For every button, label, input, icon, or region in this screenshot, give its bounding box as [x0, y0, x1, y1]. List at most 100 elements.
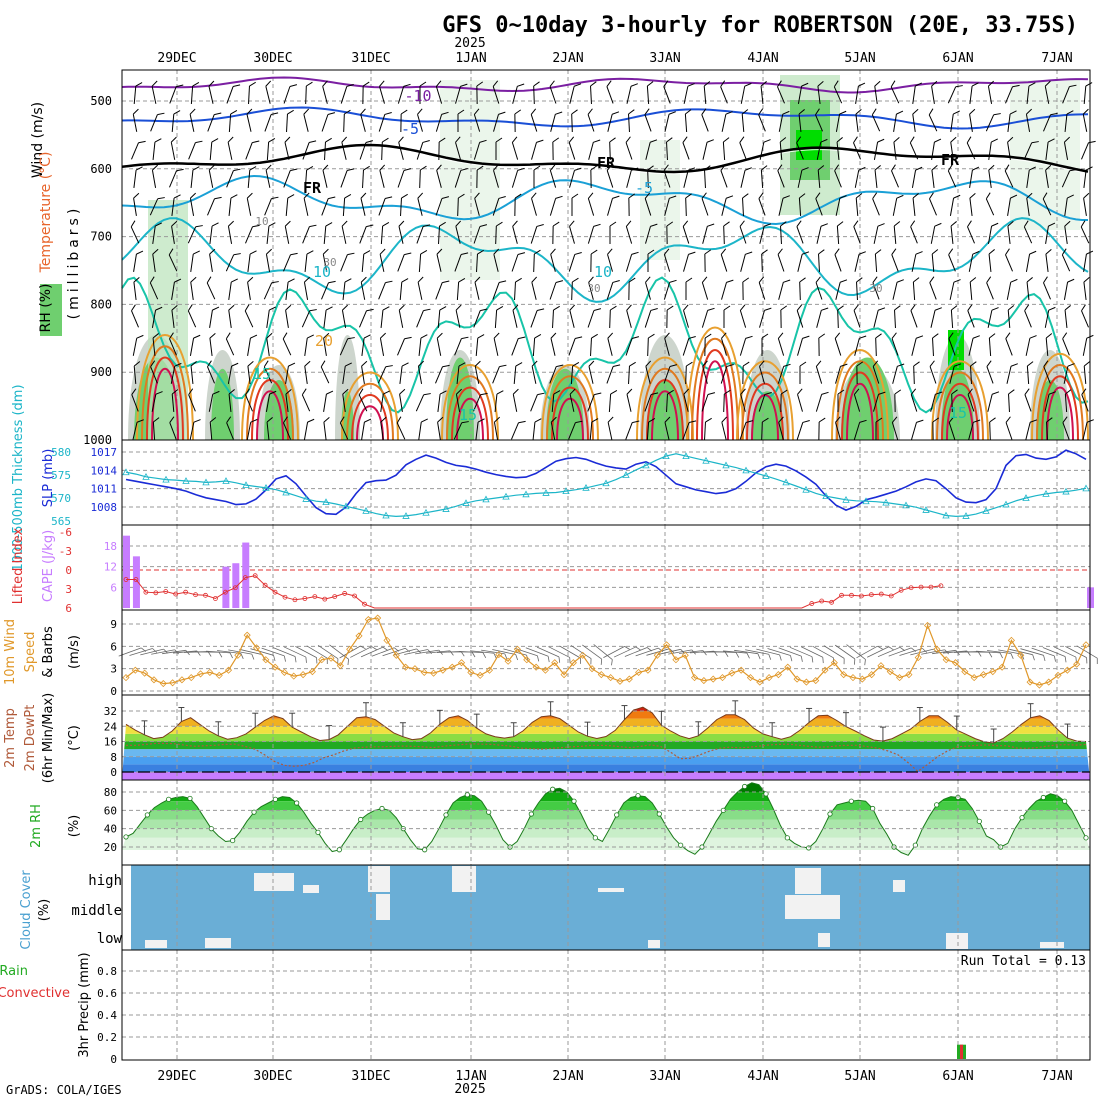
wind-barb-staff: [380, 309, 384, 329]
ylabel-millibars: (millibars): [66, 205, 82, 320]
temp-tick-label: 24: [104, 720, 118, 733]
wind-barb-staff: [323, 338, 327, 356]
contour-label: 30: [869, 282, 882, 295]
wind-barb-staff: [492, 282, 500, 300]
date-label-top: 3JAN: [649, 51, 680, 66]
wind-barb-flag: [266, 417, 273, 423]
wind-barb-staff: [739, 422, 747, 440]
wind-barb-staff: [796, 422, 804, 440]
wind-speed-marker: [476, 671, 484, 679]
wind-speed-marker: [756, 678, 764, 686]
wind-barb-staff: [796, 310, 804, 328]
wind-barb-flag: [396, 416, 402, 424]
wind-barb-flag: [872, 192, 878, 199]
wind-barb-flag: [187, 304, 193, 312]
wind-barb-staff: [1045, 170, 1049, 188]
wind-barb-staff: [209, 226, 213, 244]
wind-barb-staff: [474, 366, 480, 384]
wind-barb-10m: [1065, 646, 1088, 664]
wind-barb: [454, 168, 468, 188]
wind-barb-staff: [282, 338, 292, 356]
wind-barb: [473, 108, 481, 132]
wind-barb: [587, 223, 601, 244]
wind-barb: [397, 252, 412, 272]
wind-barb-flag: [894, 305, 901, 311]
wind-barb-staff: [588, 366, 594, 384]
wind-barb-flag: [1029, 166, 1036, 171]
wind-barb-staff: [969, 281, 973, 301]
wind-barb-flag: [304, 276, 310, 283]
cloud-patch: [1040, 942, 1064, 948]
wind-barb-flag: [834, 248, 840, 255]
wind-barb-flag: [897, 363, 905, 367]
wind-barb: [625, 336, 640, 356]
wind-barb-flag: [707, 223, 715, 227]
wind-barb: [359, 308, 374, 328]
thickness-marker: [202, 478, 210, 486]
wind-barb-staff: [152, 226, 156, 244]
wind-barb-flag: [193, 419, 201, 423]
wind-speed-marker: [122, 674, 130, 682]
wind-barb-flag: [553, 305, 560, 311]
wind-barb-staff: [1007, 309, 1011, 329]
wind-barb-10m-flag: [569, 657, 571, 664]
wind-barb-staff: [286, 113, 288, 133]
wind-barb-flag: [973, 419, 981, 423]
wind-barb-staff: [684, 113, 688, 133]
wind-barb-staff: [209, 254, 213, 272]
wind-barb: [758, 192, 766, 216]
wind-barb-10m-flag: [800, 656, 803, 662]
wind-barb-staff: [208, 86, 214, 104]
wind-barb: [569, 220, 575, 244]
wind-barb: [1045, 164, 1052, 188]
wind-barb-flag: [572, 362, 580, 367]
wind-barb-staff: [1026, 85, 1030, 105]
wind-barb-flag: [154, 138, 162, 143]
wind-barb-flag: [1026, 108, 1032, 115]
wind-barb-staff: [531, 198, 537, 216]
wind-barb-10m: [745, 649, 772, 660]
wind-barb-staff: [228, 282, 232, 300]
wind-barb-flag: [322, 248, 329, 255]
wind-barb-flag: [645, 360, 652, 367]
wind-barb-staff: [133, 282, 137, 300]
wind-barb-flag: [461, 336, 469, 340]
wind-barb: [1024, 388, 1032, 412]
wind-barb: [702, 223, 715, 244]
wind-barb: [397, 168, 412, 188]
wind-speed-marker: [215, 671, 223, 679]
wind-barb-flag: [150, 360, 156, 367]
wind-barb: [343, 109, 351, 133]
wind-barb-staff: [663, 254, 671, 272]
wind-barb-staff: [417, 114, 423, 132]
wind-barb: [1007, 110, 1017, 132]
surface-isotherm: [831, 349, 889, 441]
wind-barb-flag: [610, 390, 618, 395]
wind-barb-flag: [555, 280, 564, 283]
wind-speed-marker: [150, 676, 158, 684]
wind-barb-staff: [285, 366, 289, 384]
wind-barb-flag: [152, 333, 159, 339]
wind-barb-staff: [151, 310, 157, 328]
wind-barb: [456, 362, 466, 385]
wind-barb-flag: [306, 81, 313, 87]
wind-barb-flag: [190, 276, 197, 283]
wind-barb-flag: [171, 220, 178, 227]
upper-tick-label: 600: [90, 162, 112, 176]
wind-barb-flag: [247, 360, 254, 367]
wind-speed-marker: [411, 665, 419, 673]
wind-barb-staff: [492, 198, 500, 216]
rh-marker: [294, 800, 300, 806]
wind-barb-flag: [287, 109, 294, 115]
wind-barb-staff: [760, 169, 764, 189]
wind-barb: [245, 388, 253, 412]
wind-barb: [988, 164, 995, 188]
wind-barb-10m: [734, 649, 761, 660]
wind-barb-10m: [801, 646, 824, 664]
wind-barb: [151, 391, 163, 412]
wind-barb-flag: [909, 136, 915, 144]
wind-barb-10m-staff: [711, 651, 737, 653]
wind-barb: [987, 307, 999, 328]
wind-barb: [169, 168, 184, 188]
wind-barb-staff: [1024, 394, 1032, 412]
